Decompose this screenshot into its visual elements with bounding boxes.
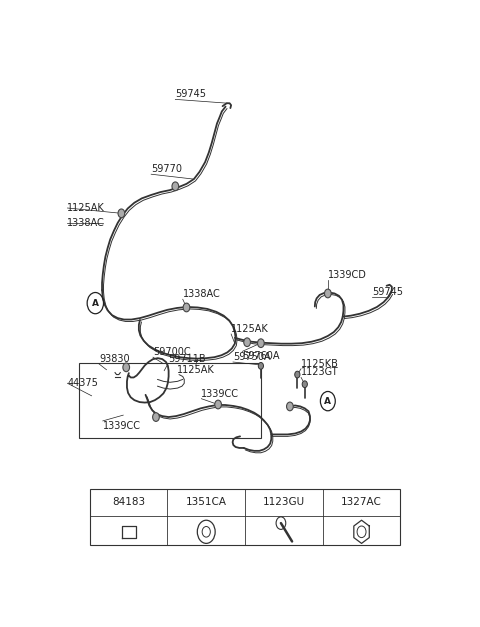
Text: 1339CC: 1339CC	[103, 421, 141, 431]
Text: 1339CD: 1339CD	[328, 270, 367, 280]
Text: 93830: 93830	[99, 354, 130, 364]
Bar	[90, 488, 400, 545]
Circle shape	[153, 413, 159, 421]
Text: 44375: 44375	[67, 378, 98, 388]
Text: 1351CA: 1351CA	[186, 497, 227, 507]
Circle shape	[215, 400, 221, 409]
Text: A: A	[324, 397, 331, 406]
Circle shape	[183, 303, 190, 312]
Bar	[79, 364, 261, 438]
Circle shape	[287, 402, 293, 411]
Circle shape	[244, 338, 251, 347]
Text: A: A	[92, 298, 99, 308]
Text: 1339CC: 1339CC	[202, 389, 240, 399]
Text: 1125AK: 1125AK	[231, 324, 269, 334]
Text: 1338AC: 1338AC	[183, 289, 220, 299]
Text: 1123GT: 1123GT	[301, 367, 339, 377]
Circle shape	[123, 363, 130, 372]
Text: 59770: 59770	[151, 164, 182, 174]
Text: 84183: 84183	[112, 497, 145, 507]
Text: 1338AC: 1338AC	[67, 218, 105, 228]
Circle shape	[302, 381, 307, 387]
Text: 1125AK: 1125AK	[67, 203, 105, 213]
Circle shape	[258, 362, 264, 369]
Text: 59760A: 59760A	[242, 351, 280, 361]
Text: 59750A: 59750A	[233, 352, 271, 362]
Text: 59700C: 59700C	[153, 347, 191, 357]
Text: 59745: 59745	[372, 287, 404, 297]
Circle shape	[324, 289, 331, 298]
Text: 1125AK: 1125AK	[177, 366, 215, 376]
Circle shape	[258, 339, 264, 347]
Circle shape	[172, 182, 179, 191]
Text: 59745: 59745	[175, 90, 206, 99]
Text: 59711B: 59711B	[168, 354, 205, 364]
Circle shape	[295, 371, 300, 378]
Circle shape	[118, 209, 125, 218]
Text: 1123GU: 1123GU	[263, 497, 305, 507]
Text: 1125KB: 1125KB	[301, 359, 339, 369]
Text: 1327AC: 1327AC	[341, 497, 382, 507]
